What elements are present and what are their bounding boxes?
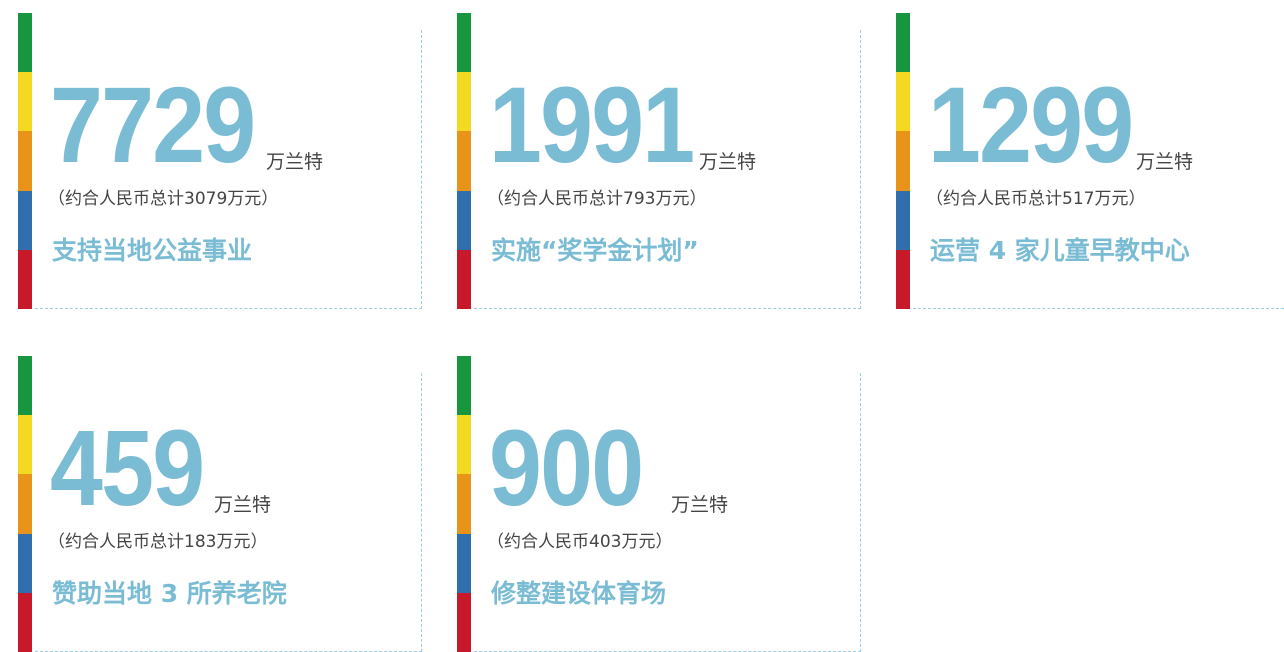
stat-card: 7729 万兰特 （约合人民币总计3079万元） 支持当地公益事业 xyxy=(18,13,422,309)
stat-number: 7729 xyxy=(50,64,256,185)
stat-note: （约合人民币总计793万元） xyxy=(487,189,707,209)
stripe-segment xyxy=(896,13,910,73)
stripe-segment xyxy=(896,249,910,309)
stripe-segment xyxy=(18,533,32,593)
stat-number: 900 xyxy=(489,407,644,528)
stripe-segment xyxy=(18,474,32,534)
stripe-segment xyxy=(457,72,471,132)
stripe-segment xyxy=(896,131,910,191)
stripe-segment xyxy=(18,131,32,191)
stripe-segment xyxy=(457,415,471,475)
dashed-border xyxy=(474,308,861,309)
stat-description: 运营 4 家儿童早教中心 xyxy=(930,236,1190,265)
stat-description: 修整建设体育场 xyxy=(491,579,667,608)
stripe-segment xyxy=(18,249,32,309)
dashed-border xyxy=(421,373,422,652)
color-stripe xyxy=(896,13,910,309)
stripe-segment xyxy=(18,13,32,73)
color-stripe xyxy=(18,13,32,309)
stripe-segment xyxy=(457,474,471,534)
stat-note: （约合人民币总计3079万元） xyxy=(48,189,279,209)
stripe-segment xyxy=(896,72,910,132)
stat-card: 1991 万兰特 （约合人民币总计793万元） 实施“奖学金计划” xyxy=(457,13,861,309)
stripe-segment xyxy=(457,592,471,652)
dashed-border xyxy=(35,308,422,309)
stat-description: 实施“奖学金计划” xyxy=(491,236,699,265)
stat-unit: 万兰特 xyxy=(671,494,729,516)
stat-number: 1991 xyxy=(489,64,695,185)
stat-number: 1299 xyxy=(928,64,1134,185)
stripe-segment xyxy=(457,131,471,191)
stripe-segment xyxy=(896,190,910,250)
dashed-border xyxy=(860,30,861,309)
color-stripe xyxy=(457,356,471,652)
stat-note: （约合人民币403万元） xyxy=(487,532,673,552)
stripe-segment xyxy=(18,72,32,132)
stat-number: 459 xyxy=(50,407,205,528)
stripe-segment xyxy=(18,592,32,652)
dashed-border xyxy=(860,373,861,652)
stripe-segment xyxy=(18,415,32,475)
color-stripe xyxy=(457,13,471,309)
stat-description: 赞助当地 3 所养老院 xyxy=(52,579,287,608)
stripe-segment xyxy=(457,13,471,73)
stripe-segment xyxy=(457,249,471,309)
stripe-segment xyxy=(457,533,471,593)
stat-card: 459 万兰特 （约合人民币总计183万元） 赞助当地 3 所养老院 xyxy=(18,356,422,652)
stat-description: 支持当地公益事业 xyxy=(52,236,253,265)
stat-unit: 万兰特 xyxy=(699,151,757,173)
stripe-segment xyxy=(18,190,32,250)
stripe-segment xyxy=(457,356,471,416)
dashed-border xyxy=(421,30,422,309)
stat-note: （约合人民币总计183万元） xyxy=(48,532,268,552)
stat-unit: 万兰特 xyxy=(266,151,324,173)
dashed-border xyxy=(913,308,1284,309)
color-stripe xyxy=(18,356,32,652)
stripe-segment xyxy=(457,190,471,250)
stat-card: 900 万兰特 （约合人民币403万元） 修整建设体育场 xyxy=(457,356,861,652)
stat-card: 1299 万兰特 （约合人民币总计517万元） 运营 4 家儿童早教中心 xyxy=(896,13,1284,309)
stat-note: （约合人民币总计517万元） xyxy=(926,189,1146,209)
stat-unit: 万兰特 xyxy=(214,494,272,516)
stat-unit: 万兰特 xyxy=(1136,151,1194,173)
stripe-segment xyxy=(18,356,32,416)
